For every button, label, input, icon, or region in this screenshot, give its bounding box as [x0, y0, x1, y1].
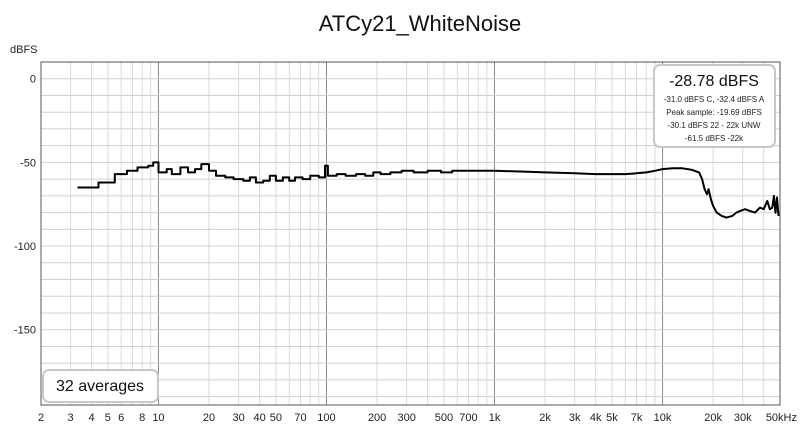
x-tick-label: 1k — [489, 412, 501, 424]
x-tick-label: 20 — [203, 412, 215, 424]
y-tick-label: -50 — [20, 157, 36, 169]
y-tick-label: 0 — [30, 74, 36, 86]
overall-level: -28.78 dBFS — [669, 73, 759, 90]
summary-line-3: -30.1 dBFS 22 - 22k UNW — [668, 121, 761, 130]
x-tick-label: 10 — [152, 412, 164, 424]
summary-line-1: -31.0 dBFS C, -32.4 dBFS A — [664, 95, 765, 104]
plot-area — [40, 61, 781, 406]
x-tick-label: 7k — [631, 412, 643, 424]
x-tick-label: 700 — [459, 412, 477, 424]
noise-spectrum-trace — [77, 161, 780, 219]
x-tick-label: 5 — [105, 412, 111, 424]
summary-line-2: Peak sample: -19.69 dBFS — [666, 108, 762, 117]
x-tick-label: 30 — [232, 412, 244, 424]
x-tick-label: 20k — [704, 412, 722, 424]
x-tick-label: 40 — [253, 412, 265, 424]
x-tick-label: 4 — [89, 412, 95, 424]
x-tick-label: 500 — [435, 412, 453, 424]
y-tick-label: -100 — [14, 241, 36, 253]
averages-label: 32 averages — [56, 378, 144, 395]
chart-title: ATCy21_WhiteNoise — [319, 11, 522, 36]
x-tick-label: 300 — [397, 412, 415, 424]
x-tick-label: 100 — [317, 412, 335, 424]
y-axis-unit: dBFS — [10, 44, 38, 56]
x-tick-label: 50kHz — [766, 412, 797, 424]
y-tick-labels: 0 -50 -100 -150 — [14, 74, 36, 337]
x-tick-label: 50 — [270, 412, 282, 424]
summary-line-4: -61.5 dBFS -22k — [685, 134, 744, 143]
averages-frame — [42, 369, 159, 403]
x-tick-label: 3 — [68, 412, 74, 424]
trace-group — [77, 161, 780, 219]
x-tick-label: 4k — [590, 412, 602, 424]
x-tick-label: 6 — [118, 412, 124, 424]
x-tick-label: 200 — [368, 412, 386, 424]
x-tick-label: 3k — [569, 412, 581, 424]
averages-box: 32 averages — [42, 369, 159, 403]
x-tick-label: 70 — [294, 412, 306, 424]
x-tick-label: 5k — [606, 412, 618, 424]
x-tick-label: 10k — [654, 412, 672, 424]
level-summary-box: -28.78 dBFS -31.0 dBFS C, -32.4 dBFS A P… — [653, 64, 776, 148]
x-tick-label: 30k — [734, 412, 752, 424]
x-tick-label: 8 — [139, 412, 145, 424]
x-tick-label: 2 — [38, 412, 44, 424]
x-tick-labels: 2 3 4 5 6 8 10 20 30 40 50 70 100 200 300 500 700 1k 2k 3k 4… — [38, 412, 797, 424]
y-tick-label: -150 — [14, 325, 36, 337]
x-tick-label: 2k — [539, 412, 551, 424]
level-summary-frame — [653, 64, 776, 148]
